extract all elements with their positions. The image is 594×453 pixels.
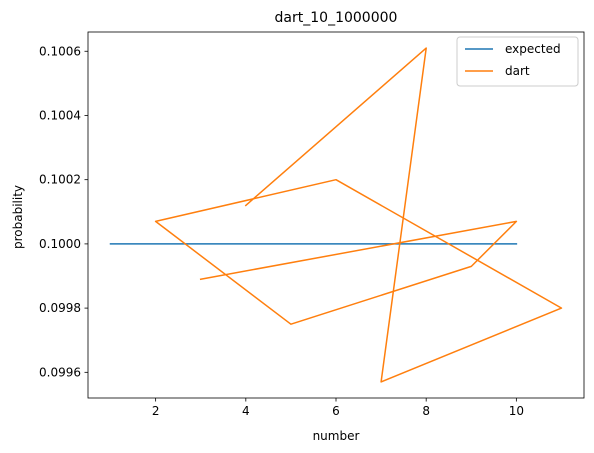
x-tick-label: 8: [422, 404, 430, 418]
x-tick-label: 10: [509, 404, 524, 418]
chart-title: dart_10_1000000: [275, 10, 398, 26]
legend-label-expected: expected: [505, 42, 561, 56]
y-tick-label: 0.1002: [39, 173, 81, 187]
y-axis-label: probability: [11, 185, 25, 249]
legend-label-dart: dart: [505, 64, 530, 78]
x-axis-label: number: [313, 429, 360, 443]
y-tick-label: 0.0998: [39, 301, 81, 315]
legend: expected dart: [456, 36, 579, 87]
x-tick-label: 6: [332, 404, 340, 418]
y-tick-label: 0.1000: [39, 237, 81, 251]
plot-background: [88, 32, 584, 398]
axes-layer: 2 4 6 8 10 0.0996 0.0998 0.1000 0.1002 0.1004 0.10…: [39, 31, 585, 418]
plot-area: [88, 32, 584, 398]
y-tick-label: 0.1004: [39, 108, 81, 122]
series-line-dart: [154, 47, 563, 383]
y-tick-label: 0.0996: [39, 365, 81, 379]
series-layer: [109, 47, 563, 383]
x-tick-label: 4: [242, 404, 250, 418]
x-tick-label: 2: [152, 404, 160, 418]
y-tick-label: 0.1006: [39, 44, 81, 58]
